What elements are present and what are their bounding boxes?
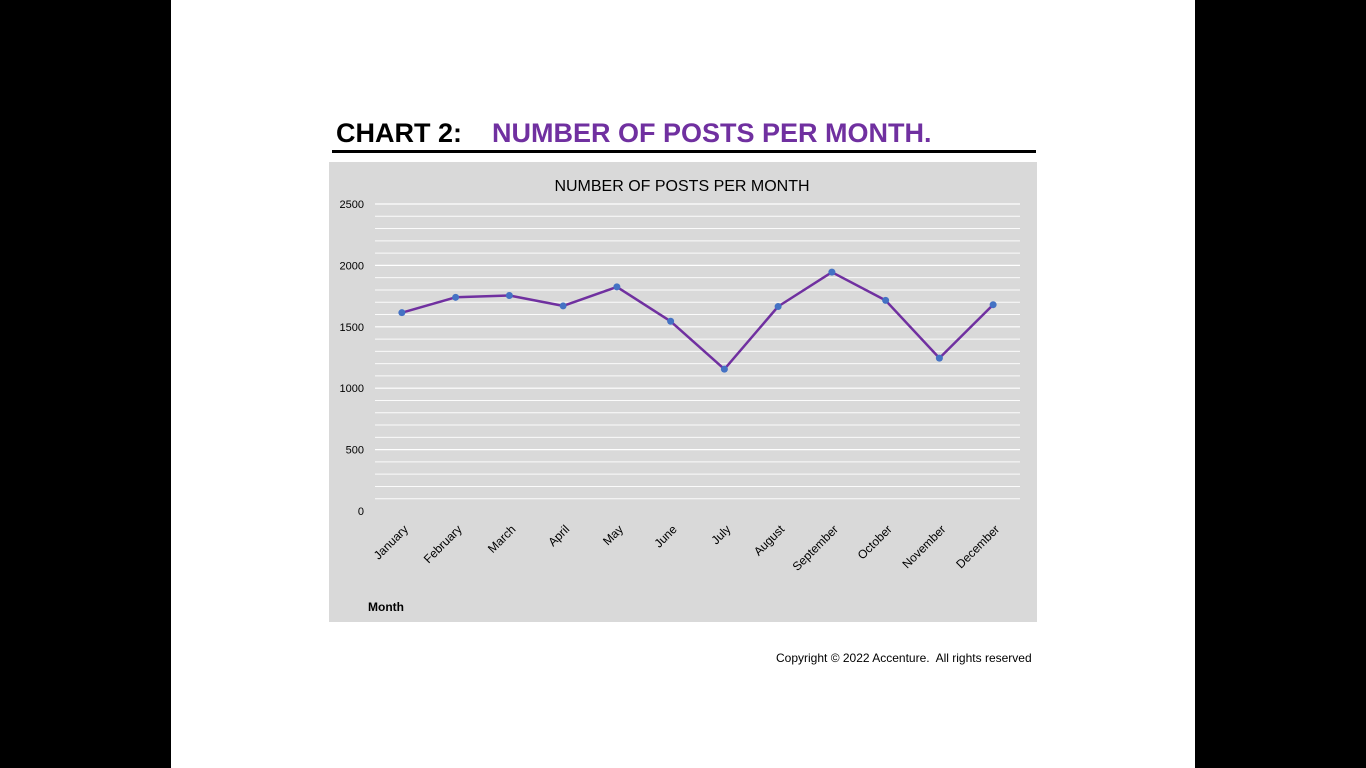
y-tick-label: 2500 bbox=[340, 199, 364, 211]
x-tick-label: January bbox=[371, 522, 411, 562]
slide-title: CHART 2: NUMBER OF POSTS PER MONTH. bbox=[332, 116, 1036, 153]
x-tick-label: March bbox=[485, 522, 518, 555]
chart-title: NUMBER OF POSTS PER MONTH bbox=[554, 178, 809, 195]
x-tick-label: May bbox=[600, 522, 626, 548]
y-tick-label: 0 bbox=[358, 506, 364, 518]
data-point bbox=[720, 365, 728, 373]
data-point bbox=[559, 302, 567, 310]
slide: CHART 2: NUMBER OF POSTS PER MONTH. NUMBE… bbox=[171, 0, 1195, 768]
y-tick-label: 2000 bbox=[340, 260, 364, 272]
copyright-text: Copyright © 2022 Accenture. All rights r… bbox=[776, 651, 1032, 665]
x-tick-label: October bbox=[855, 522, 895, 562]
x-tick-label: June bbox=[651, 522, 680, 551]
minor-gridlines bbox=[375, 215, 1020, 500]
line-chart: NUMBER OF POSTS PER MONTH 0 500 1000 1500 20… bbox=[340, 178, 1020, 614]
chart-area: NUMBER OF POSTS PER MONTH 0 500 1000 1500 20… bbox=[329, 162, 1037, 622]
y-tick-label: 500 bbox=[346, 445, 364, 457]
y-tick-label: 1000 bbox=[340, 383, 364, 395]
y-axis-tick-labels: 0 500 1000 1500 2000 2500 bbox=[340, 199, 364, 518]
x-axis-tick-labels: January February March April May June July Augu… bbox=[371, 522, 1002, 574]
x-tick-label: November bbox=[899, 522, 948, 571]
data-point bbox=[882, 296, 890, 304]
y-tick-label: 1500 bbox=[340, 322, 364, 334]
x-tick-label: December bbox=[953, 522, 1002, 571]
data-point bbox=[667, 317, 675, 325]
data-point bbox=[989, 301, 997, 309]
slide-title-prefix: CHART 2: bbox=[336, 118, 462, 148]
data-point bbox=[774, 303, 782, 311]
data-point bbox=[452, 293, 460, 301]
series-group bbox=[398, 268, 997, 373]
data-point bbox=[828, 268, 836, 276]
major-gridlines bbox=[375, 203, 1020, 451]
data-point bbox=[505, 291, 513, 299]
series-line bbox=[401, 270, 994, 371]
data-point bbox=[935, 354, 943, 362]
x-tick-label: April bbox=[545, 522, 572, 549]
slide-title-text: NUMBER OF POSTS PER MONTH. bbox=[492, 118, 932, 148]
data-point bbox=[613, 283, 621, 291]
x-axis-label: Month bbox=[368, 600, 404, 614]
x-tick-label: July bbox=[709, 522, 734, 547]
x-tick-label: August bbox=[751, 522, 788, 559]
data-point bbox=[398, 309, 406, 317]
x-tick-label: February bbox=[421, 522, 465, 566]
x-tick-label: September bbox=[790, 522, 841, 573]
